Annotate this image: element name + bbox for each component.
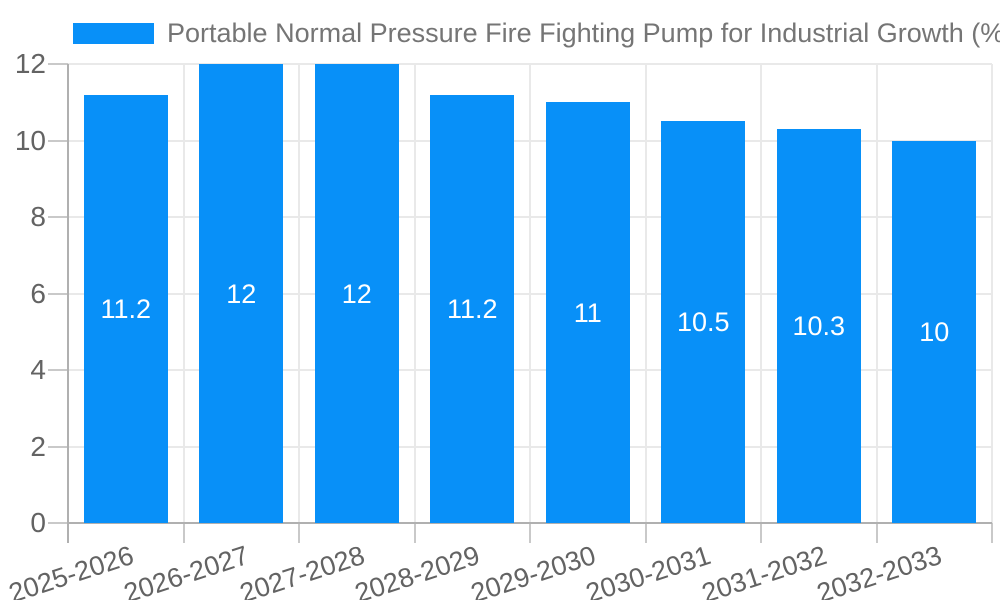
y-axis-label: 0 [30,507,46,538]
y-axis-label: 12 [14,48,46,79]
bar-value-label: 10 [919,316,950,347]
bar-value-label: 11 [573,297,602,328]
x-gridline [644,64,647,523]
x-tick [760,523,762,543]
bar-value-label: 11.2 [100,293,152,324]
y-tick [48,369,68,371]
x-axis-line [68,522,992,524]
bar[interactable] [199,64,284,523]
x-gridline [182,64,185,523]
bar[interactable] [430,94,515,523]
bar[interactable] [776,129,861,523]
bar[interactable] [545,102,630,523]
legend-item[interactable]: Portable Normal Pressure Fire Fighting P… [73,15,1000,51]
x-gridline [991,64,993,523]
y-tick [48,216,68,218]
x-gridline [298,64,300,523]
y-axis-label: 4 [30,354,46,385]
x-gridline [413,64,416,523]
bar[interactable] [892,140,977,523]
y-tick [48,63,68,65]
x-tick [875,523,878,543]
y-tick [48,292,68,295]
x-tick [991,523,993,543]
y-axis-label: 6 [30,277,46,309]
legend-swatch-icon [73,22,154,44]
x-tick [182,523,185,543]
y-axis-label: 10 [14,124,46,156]
y-tick [48,139,68,142]
y-tick [48,445,68,448]
x-gridline [529,64,531,523]
bar-value-label: 10.3 [792,311,846,341]
x-gridline [760,64,762,523]
bar-value-label: 12 [226,278,257,309]
y-axis-line [67,64,69,543]
x-gridline [875,64,878,523]
legend-label: Portable Normal Pressure Fire Fighting P… [167,18,1000,48]
y-axis-label: 2 [30,430,46,462]
y-axis-label: 8 [30,201,46,232]
x-tick [298,523,300,543]
bar-value-label: 10.5 [676,307,730,338]
bar[interactable] [661,121,746,523]
x-tick [413,523,416,543]
x-tick [644,523,647,543]
bar-value-label: 11.2 [446,293,498,324]
x-tick [529,523,531,543]
bar[interactable] [83,94,168,523]
bar-value-label: 12 [341,278,372,309]
bar[interactable] [314,64,399,523]
y-tick [48,522,68,524]
